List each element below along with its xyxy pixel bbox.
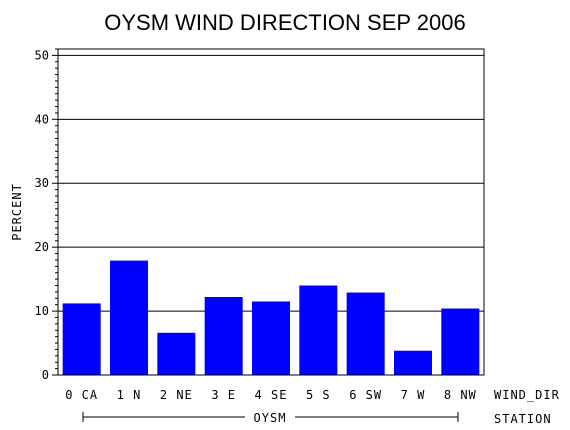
grid-lines <box>58 54 484 312</box>
y-tick-label: 40 <box>35 112 49 126</box>
y-axis: 0 10 20 30 40 50 <box>35 48 58 382</box>
x-tick-label: 0 CA <box>65 388 98 402</box>
bar <box>252 301 290 375</box>
x-tick-label: 2 NE <box>160 388 193 402</box>
bar <box>110 260 148 375</box>
y-tick-label: 50 <box>35 48 49 62</box>
y-tick-label: 20 <box>35 240 49 254</box>
x-tick-label: 3 E <box>211 388 236 402</box>
x-tick-label: 6 SW <box>349 388 382 402</box>
y-tick-label: 30 <box>35 176 49 190</box>
station-axis-label: STATION <box>494 412 552 426</box>
group-label: OYSM <box>254 411 287 425</box>
y-axis-label: PERCENT <box>10 183 24 241</box>
bar <box>157 332 196 375</box>
y-tick-label: 10 <box>35 304 49 318</box>
bar <box>204 297 243 375</box>
x-tick-label: 5 S <box>306 388 331 402</box>
x-tick-label: 7 W <box>401 388 426 402</box>
x-tick-label: 1 N <box>117 388 142 402</box>
chart-title: OYSM WIND DIRECTION SEP 2006 <box>104 10 465 35</box>
bar <box>299 285 338 375</box>
bar-group <box>62 260 480 375</box>
x-tick-label: 8 NW <box>444 388 477 402</box>
bar <box>62 303 101 375</box>
y-tick-label: 0 <box>42 368 49 382</box>
x-tick-label: 4 SE <box>255 388 288 402</box>
x-axis-labels: 0 CA 1 N 2 NE 3 E 4 SE 5 S 6 SW 7 W 8 NW <box>65 388 477 402</box>
bar <box>441 308 480 375</box>
bar <box>394 350 432 375</box>
x-axis-label: WIND_DIR <box>494 388 560 402</box>
group-bracket: OYSM <box>82 411 459 425</box>
bar <box>346 292 385 375</box>
plot-frame <box>57 48 485 376</box>
